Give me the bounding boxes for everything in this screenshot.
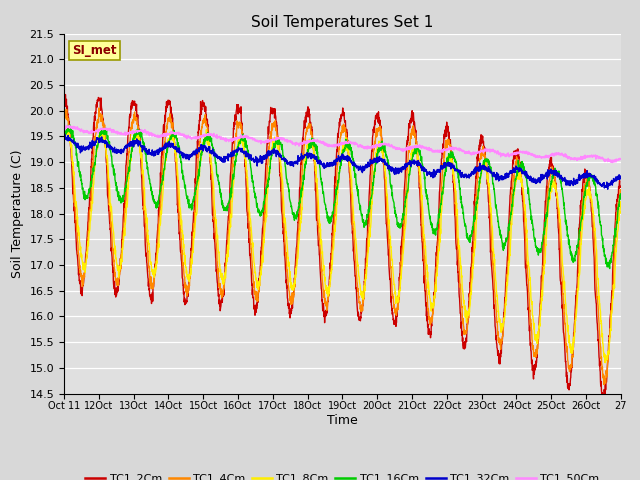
Text: SI_met: SI_met xyxy=(72,44,117,58)
Legend: TC1_2Cm, TC1_4Cm, TC1_8Cm, TC1_16Cm, TC1_32Cm, TC1_50Cm: TC1_2Cm, TC1_4Cm, TC1_8Cm, TC1_16Cm, TC1… xyxy=(81,469,604,480)
X-axis label: Time: Time xyxy=(327,414,358,427)
Y-axis label: Soil Temperature (C): Soil Temperature (C) xyxy=(11,149,24,278)
Title: Soil Temperatures Set 1: Soil Temperatures Set 1 xyxy=(252,15,433,30)
